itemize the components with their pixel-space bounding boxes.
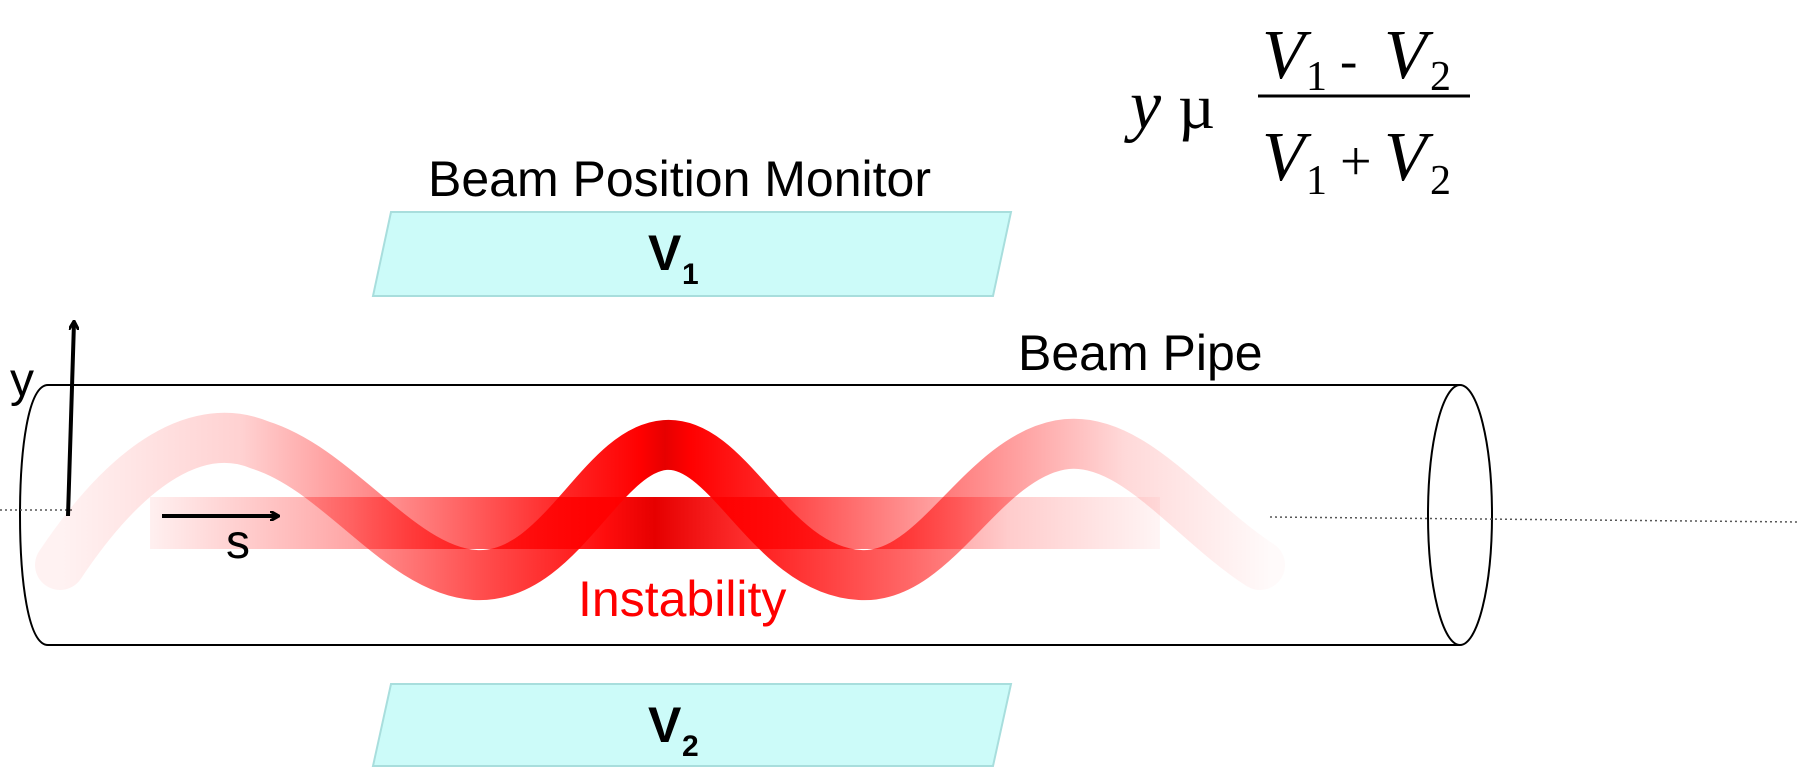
numerator-operator: - [1340,33,1357,90]
formula-lhs: y [1124,67,1162,144]
beam-pipe-left-end [18,384,49,646]
instability-label: Instability [578,571,786,627]
denominator-v1: V [1262,119,1312,196]
denominator-v2-sub: 2 [1430,158,1451,204]
beam-band [150,497,1160,549]
bottom-plate-shape [371,683,1013,767]
y-axis-label: y [10,354,34,407]
formula: y µ V 1 - V 2 V 1 + V 2 [1124,17,1470,204]
s-axis-label: s [226,516,250,569]
bottom-plate-label: V [648,697,682,753]
beam-pipe-right-end [1427,384,1493,646]
numerator-v1: V [1262,17,1312,94]
numerator-v2: V [1384,17,1434,94]
numerator-v2-sub: 2 [1430,54,1451,100]
denominator-v1-sub: 1 [1306,158,1327,204]
formula-relation: µ [1178,71,1215,142]
beam-pipe [18,384,1493,646]
beam-wave [35,412,1285,601]
numerator-v1-sub: 1 [1306,54,1327,100]
axes: y s [10,322,278,569]
reference-axis-right [1269,516,1798,523]
bottom-plate-sub: 2 [682,730,699,763]
bottom-plate: V 2 [371,683,1013,767]
bpm-title: Beam Position Monitor [428,151,931,207]
beam-pipe-label: Beam Pipe [1018,325,1263,381]
top-plate: V 1 [371,211,1013,297]
top-plate-label: V [648,225,682,281]
denominator-v2: V [1384,119,1434,196]
top-plate-shape [371,211,1013,297]
denominator-operator: + [1340,131,1372,193]
top-plate-sub: 1 [682,258,699,291]
y-axis-arrow [66,322,74,517]
